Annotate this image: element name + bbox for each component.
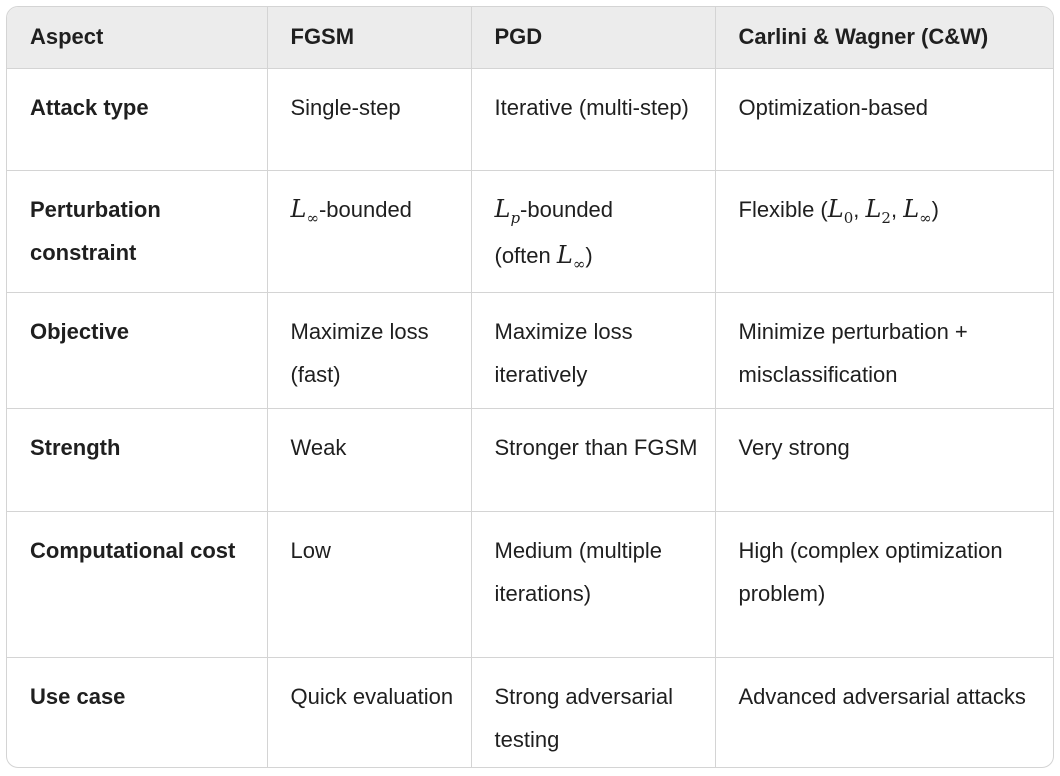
cell-pgd: Strong adversarial testing bbox=[471, 656, 716, 767]
table-row: Use case Quick evaluation Strong adversa… bbox=[7, 656, 1053, 767]
cell-aspect: Use case bbox=[7, 656, 268, 767]
cell-fgsm: Single-step bbox=[267, 67, 472, 170]
cell-cw: Very strong bbox=[715, 407, 1053, 511]
table-row: Strength Weak Stronger than FGSM Very st… bbox=[7, 407, 1053, 511]
cell-aspect: Computational cost bbox=[7, 510, 268, 657]
cell-aspect: Strength bbox=[7, 407, 268, 511]
table-row: Computational cost Low Medium (multiple … bbox=[7, 510, 1053, 657]
header-aspect: Aspect bbox=[7, 7, 268, 68]
cell-aspect: Perturbation constraint bbox=[7, 169, 268, 292]
cell-pgd: Iterative (multi-step) bbox=[471, 67, 716, 170]
cell-cw: Flexible (L0, L2, L∞) bbox=[715, 169, 1053, 292]
cell-fgsm: Quick evaluation bbox=[267, 656, 472, 767]
table-body: Attack type Single-step Iterative (multi… bbox=[7, 67, 1053, 767]
cell-fgsm: Low bbox=[267, 510, 472, 657]
cell-fgsm: Maximize loss (fast) bbox=[267, 291, 472, 408]
header-cw: Carlini & Wagner (C&W) bbox=[738, 24, 989, 50]
cell-pgd: Medium (multiple iterations) bbox=[471, 510, 716, 657]
table-row: Perturbation constraint L∞-bounded Lp-bo… bbox=[7, 169, 1053, 292]
cell-fgsm: L∞-bounded bbox=[267, 169, 472, 292]
header-pgd: PGD bbox=[471, 7, 716, 68]
header-fgsm: FGSM bbox=[267, 7, 472, 68]
table-row: Objective Maximize loss (fast) Maximize … bbox=[7, 291, 1053, 408]
cell-aspect: Attack type bbox=[7, 67, 268, 170]
table-header: Aspect FGSM PGD Carlini & Wagner (C&W) bbox=[7, 7, 1053, 68]
comparison-table: Aspect FGSM PGD Carlini & Wagner (C&W) A… bbox=[6, 6, 1054, 768]
cell-cw: High (complex optimization problem) bbox=[715, 510, 1053, 657]
cell-pgd: Lp-bounded (often L∞) bbox=[471, 169, 716, 292]
cell-aspect: Objective bbox=[7, 291, 268, 408]
table-row: Attack type Single-step Iterative (multi… bbox=[7, 67, 1053, 170]
cell-cw: Optimization-based bbox=[715, 67, 1053, 170]
cell-cw: Advanced adversarial attacks bbox=[715, 656, 1053, 767]
cell-pgd: Stronger than FGSM bbox=[471, 407, 716, 511]
header-row: Aspect FGSM PGD Carlini & Wagner (C&W) bbox=[7, 7, 1053, 68]
cell-fgsm: Weak bbox=[267, 407, 472, 511]
cell-cw: Minimize perturbation + misclassificatio… bbox=[715, 291, 1053, 408]
table: Aspect FGSM PGD Carlini & Wagner (C&W) A… bbox=[7, 7, 1053, 767]
cell-pgd: Maximize loss iteratively bbox=[471, 291, 716, 408]
